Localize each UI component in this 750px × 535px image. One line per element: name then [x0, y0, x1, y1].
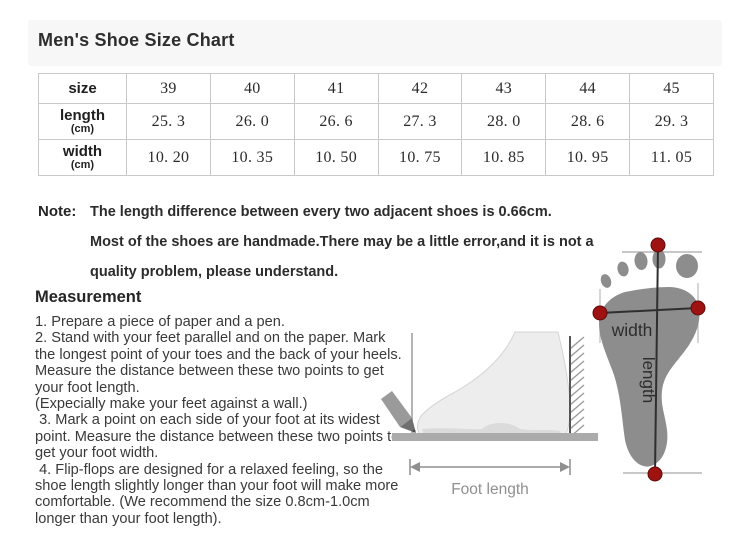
width-measure-line [599, 307, 699, 314]
measurement-steps: 1. Prepare a piece of paper and a pen. 2… [35, 314, 407, 527]
table-row: length (cm) 25. 3 26. 0 26. 6 27. 3 28. … [38, 103, 714, 140]
foot-length-label: Foot length [451, 481, 529, 498]
length-cell: 28. 0 [461, 103, 547, 140]
note-line: Most of the shoes are handmade.There may… [90, 234, 594, 250]
width-cell: 10. 75 [377, 139, 463, 176]
row-label: length [60, 106, 105, 124]
width-cell: 10. 95 [545, 139, 631, 176]
arrowhead-left [410, 462, 420, 472]
length-cell: 26. 6 [293, 103, 379, 140]
size-cell: 43 [461, 73, 547, 104]
floor-line [392, 433, 598, 441]
size-cell: 42 [377, 73, 463, 104]
note-label: Note: [38, 203, 77, 220]
size-cell: 39 [126, 73, 211, 104]
row-label: width [62, 142, 103, 160]
size-cell: 41 [293, 73, 379, 104]
length-header-cell: length (cm) [38, 103, 127, 140]
note-line: The length difference between every two … [90, 204, 552, 220]
foot-side-view-diagram: Foot length [381, 331, 598, 498]
left-marker-dot [592, 305, 608, 321]
measurement-diagram: Foot length [381, 237, 706, 498]
note-line: quality problem, please understand. [90, 264, 339, 280]
length-label: length [639, 357, 658, 403]
right-marker-dot [690, 300, 706, 316]
note-text: The length difference between every two … [90, 197, 594, 287]
footprint-toes [600, 249, 698, 288]
wall-hatching [569, 336, 585, 438]
length-measure-line [654, 244, 659, 474]
size-cell: 40 [209, 73, 295, 104]
measurement-step: 4. Flip-flops are designed for a relaxed… [35, 461, 403, 527]
title-background-strip [28, 20, 722, 66]
measurement-step: 3. Mark a point on each side of your foo… [35, 412, 399, 462]
length-cell: 25. 3 [126, 103, 211, 140]
size-cell: 44 [545, 73, 631, 104]
table-row: size 39 40 41 42 43 44 45 [38, 73, 714, 104]
width-cell: 10. 20 [126, 139, 211, 176]
width-cell: 11. 05 [629, 139, 714, 176]
length-cell: 29. 3 [629, 103, 714, 140]
top-marker-dot [650, 237, 666, 253]
width-cell: 10. 50 [293, 139, 379, 176]
length-cell: 28. 6 [545, 103, 631, 140]
note-section: Note: The length difference between ever… [38, 197, 594, 287]
page-title: Men's Shoe Size Chart [38, 30, 235, 50]
measurement-heading: Measurement [35, 288, 142, 306]
row-unit: (cm) [70, 122, 95, 135]
size-cell: 45 [629, 73, 714, 104]
footprint-diagram: width length [592, 237, 706, 482]
size-table: size 39 40 41 42 43 44 45 length (cm) 25… [38, 73, 714, 176]
row-unit: (cm) [70, 158, 95, 171]
table-row: width (cm) 10. 20 10. 35 10. 50 10. 75 1… [38, 139, 714, 176]
width-label: width [611, 320, 653, 340]
arrowhead-right [560, 462, 570, 472]
length-cell: 27. 3 [377, 103, 463, 140]
width-cell: 10. 35 [209, 139, 295, 176]
measurement-step: 2. Stand with your feet parallel and on … [35, 330, 402, 413]
size-header-cell: size [38, 73, 127, 104]
measurement-step: 1. Prepare a piece of paper and a pen. [35, 314, 285, 330]
width-header-cell: width (cm) [38, 139, 127, 176]
foot-length-arrow [409, 459, 571, 475]
bottom-marker-dot [647, 466, 663, 482]
width-cell: 10. 85 [461, 139, 547, 176]
length-cell: 26. 0 [209, 103, 295, 140]
pen-icon [381, 391, 416, 433]
red-marker-dots [592, 237, 706, 482]
footprint-shape [599, 287, 700, 467]
